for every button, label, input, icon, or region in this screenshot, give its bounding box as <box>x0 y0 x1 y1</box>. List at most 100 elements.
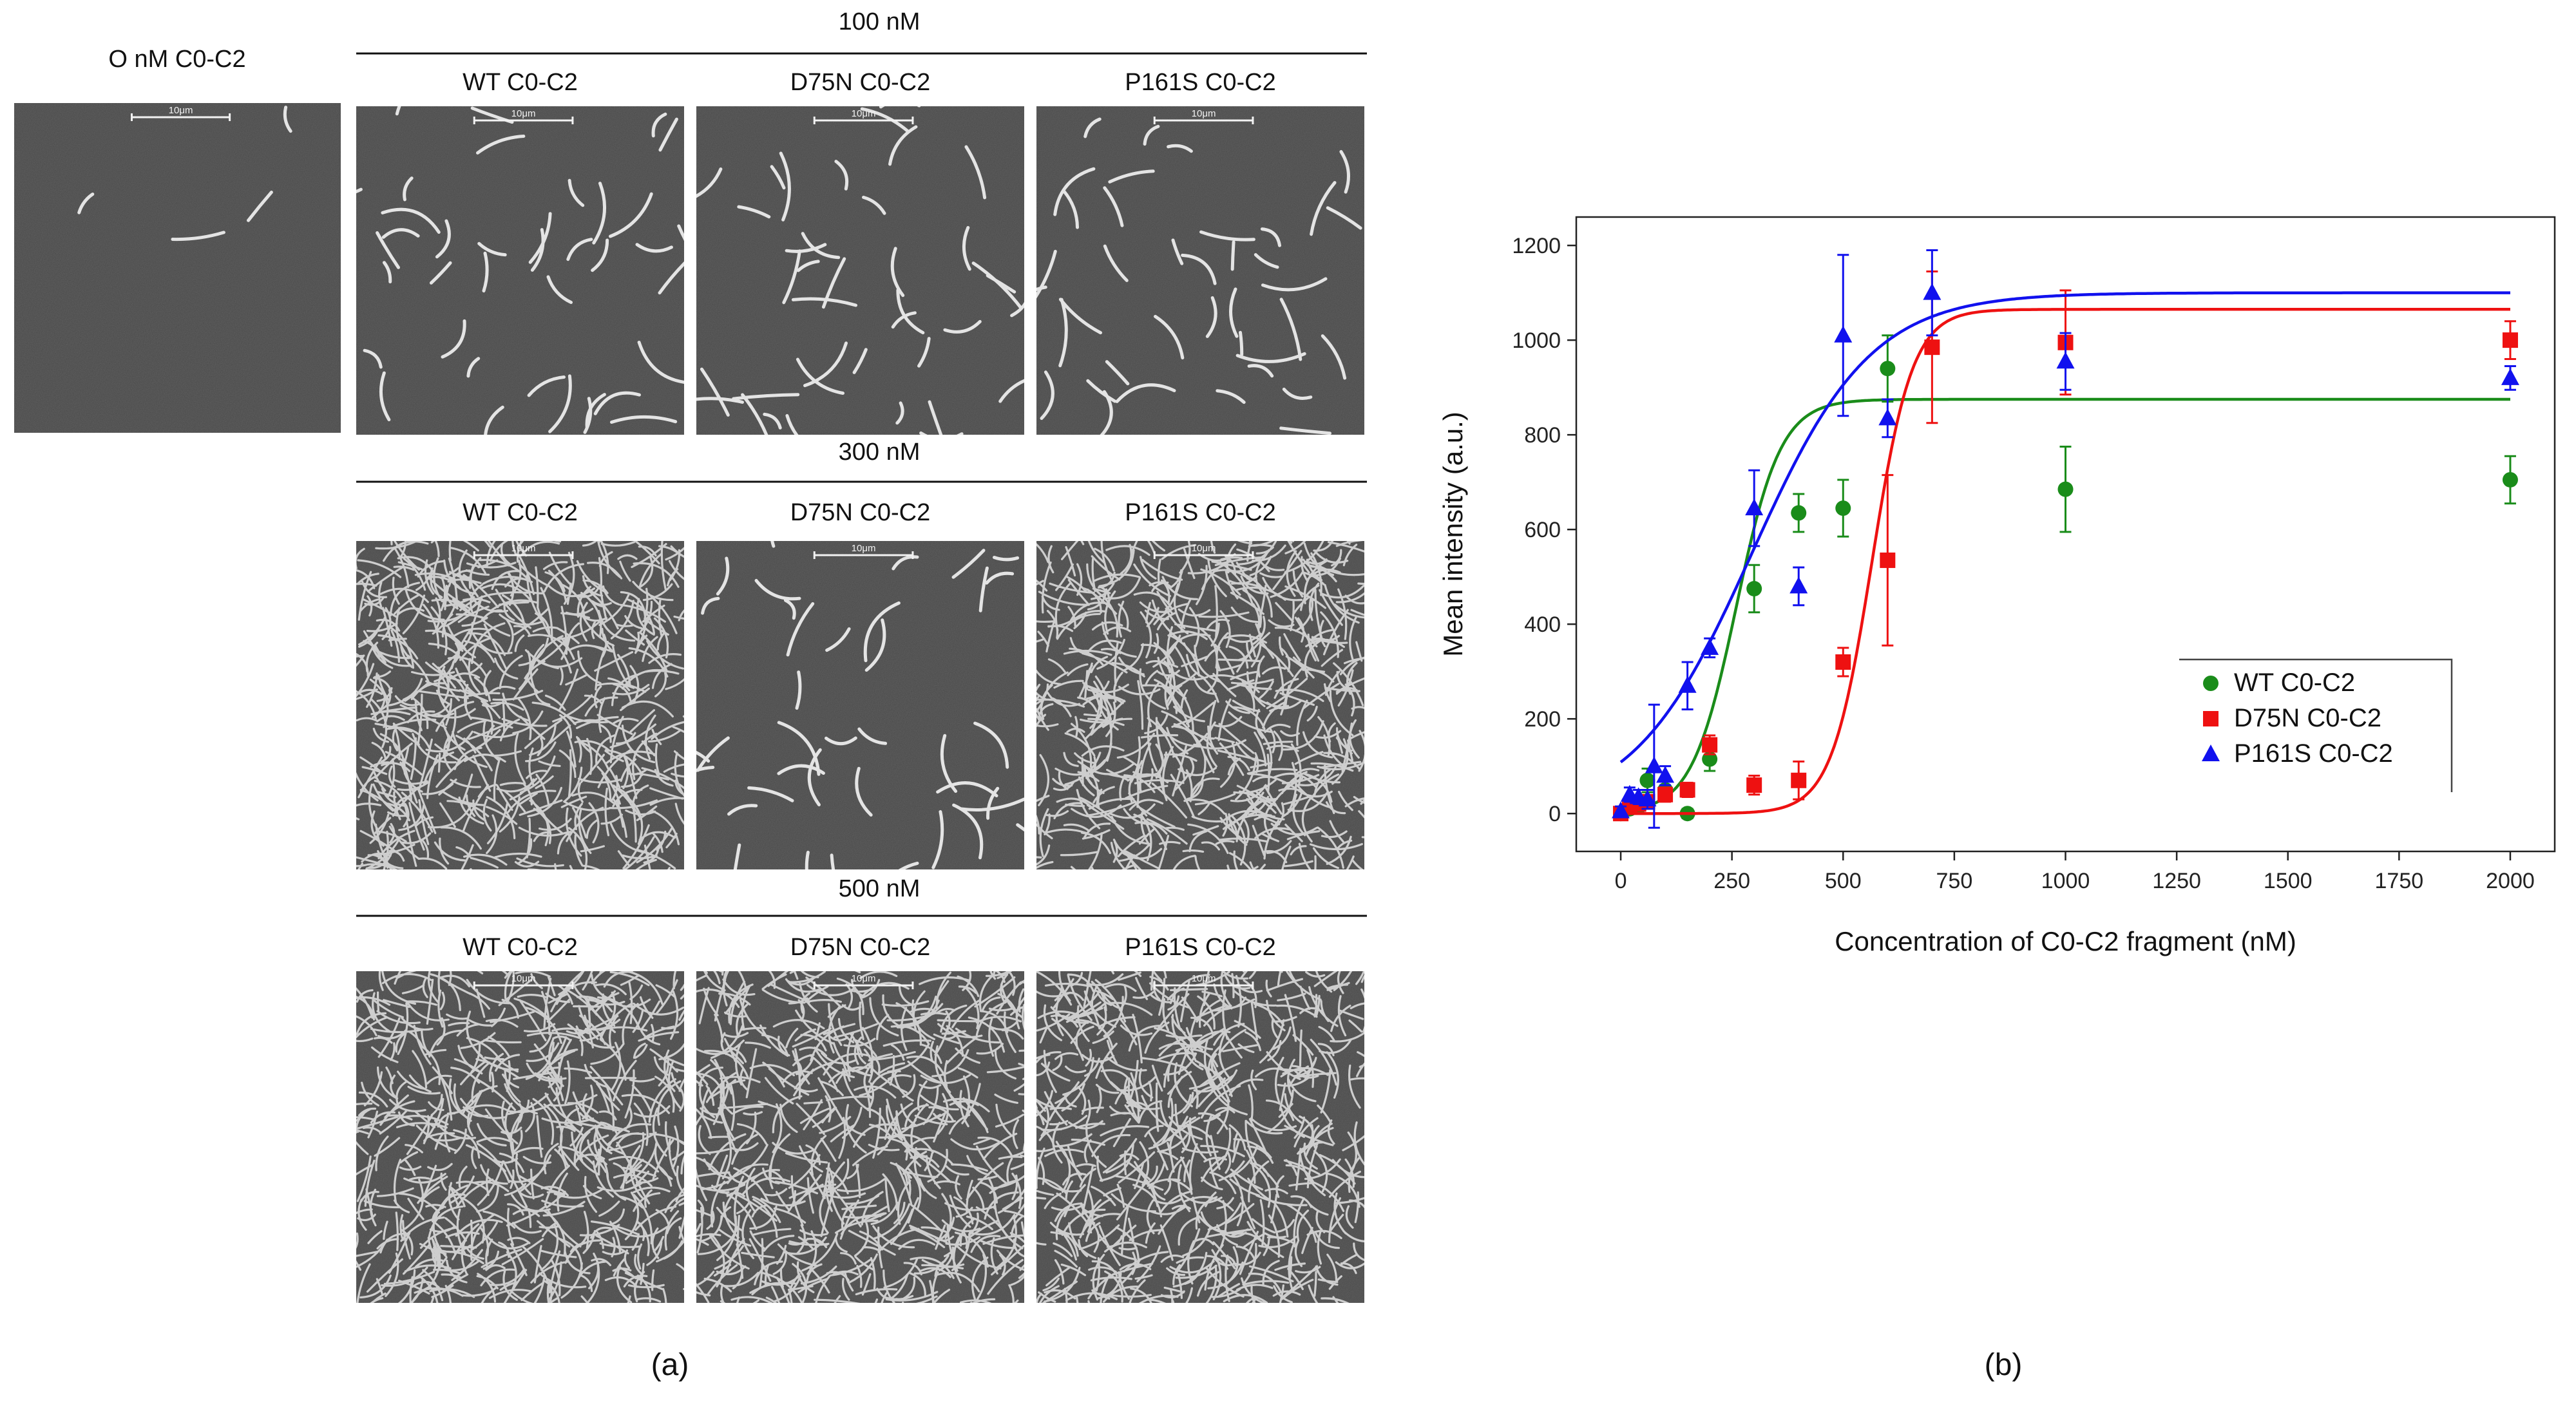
y-axis-label: Mean intensity (a.u.) <box>1438 412 1468 657</box>
data-point <box>2056 352 2075 369</box>
data-point <box>1791 505 1807 521</box>
micrograph-2-2: 10μm <box>696 541 1024 869</box>
data-point <box>1678 676 1697 693</box>
micrograph-1-3: 10μm <box>1036 106 1364 435</box>
scale-bar: 10μm <box>813 543 914 559</box>
scale-bar-label: 10μm <box>852 973 876 984</box>
scale-bar: 10μm <box>473 108 574 124</box>
scale-bar: 10μm <box>1153 543 1254 559</box>
micrograph-2-3: 10μm <box>1036 541 1364 869</box>
micrograph-label: D75N C0-C2 <box>790 69 931 96</box>
data-point <box>2057 481 2074 497</box>
data-point <box>1923 283 1942 300</box>
scale-bar-label: 10μm <box>511 108 536 119</box>
data-point <box>1878 408 1897 426</box>
data-point <box>1834 325 1853 343</box>
panel-a-caption: (a) <box>651 1348 689 1382</box>
filaments <box>696 106 1024 435</box>
data-point <box>1791 772 1807 788</box>
x-tick-label: 1250 <box>2152 869 2201 893</box>
scale-bar-label: 10μm <box>511 543 536 554</box>
scale-bar: 10μm <box>1153 108 1254 124</box>
y-tick-label: 600 <box>1524 518 1561 542</box>
data-point <box>1679 782 1695 798</box>
micrograph-1-2: 10μm <box>696 106 1024 435</box>
data-point <box>1612 801 1630 819</box>
legend-marker <box>2203 676 2218 691</box>
micrograph-control: 10μm <box>14 103 341 433</box>
legend: WT C0-C2 D75N C0-C2 P161S C0-C2 <box>2179 658 2453 792</box>
y-tick-label: 200 <box>1524 707 1561 732</box>
x-axis-label: Concentration of C0-C2 fragment (nM) <box>1835 926 2296 956</box>
micrograph-3-3: 10μm <box>1036 971 1364 1303</box>
scale-bar: 10μm <box>473 543 574 559</box>
micrograph-label: P161S C0-C2 <box>1125 69 1275 96</box>
data-point <box>2501 368 2519 385</box>
micrograph-label: P161S C0-C2 <box>1125 934 1275 961</box>
x-axis: 0 250 500 750 1000 1250 1500 1750 2000 <box>1615 851 2535 893</box>
micrograph-label: WT C0-C2 <box>463 69 578 96</box>
x-tick-label: 500 <box>1825 869 1862 893</box>
x-tick-label: 250 <box>1713 869 1750 893</box>
scale-bar: 10μm <box>473 973 574 989</box>
legend-frame <box>2179 658 2453 792</box>
data-point <box>1639 772 1655 788</box>
data-point <box>1835 654 1851 670</box>
micrograph-label: D75N C0-C2 <box>790 934 931 961</box>
legend-label: P161S C0-C2 <box>2234 739 2393 768</box>
filaments <box>356 541 684 869</box>
data-point <box>2502 332 2518 348</box>
legend-marker <box>2203 711 2218 726</box>
legend-label: WT C0-C2 <box>2234 669 2355 697</box>
micrograph-2-1: 10μm <box>356 541 684 869</box>
filaments <box>77 106 292 242</box>
scale-bar-label: 10μm <box>1192 543 1216 554</box>
micrograph-1-1: 10μm <box>356 106 684 435</box>
group-title: 300 nM <box>839 439 921 466</box>
micrograph-label: WT C0-C2 <box>463 934 578 961</box>
x-tick-label: 750 <box>1936 869 1973 893</box>
x-tick-label: 1500 <box>2264 869 2313 893</box>
panel-b-caption: (b) <box>1985 1348 2023 1382</box>
filaments <box>356 971 684 1303</box>
data-point <box>1638 790 1657 807</box>
x-tick-label: 1000 <box>2041 869 2090 893</box>
group-title: 100 nM <box>839 8 921 35</box>
y-tick-label: 800 <box>1524 423 1561 448</box>
fit-curve <box>1620 397 2510 813</box>
data-point <box>1835 500 1851 517</box>
scale-bar-label: 10μm <box>1192 108 1216 119</box>
scale-bar: 10μm <box>813 973 914 989</box>
data-point <box>1746 777 1762 793</box>
y-tick-label: 400 <box>1524 612 1561 637</box>
micrograph-3-2: 10μm <box>696 971 1024 1303</box>
scale-bar-label: 10μm <box>511 973 536 984</box>
data-point <box>1880 361 1896 377</box>
micrograph-3-1: 10μm <box>356 971 684 1303</box>
concentration-group-3: 500 nM WT C0-C2 D75N C0-C2 P161S C0-C2 <box>356 875 1367 961</box>
data-point <box>1880 552 1896 568</box>
scale-bar-label: 10μm <box>852 108 876 119</box>
y-tick-label: 1200 <box>1512 234 1561 258</box>
panel-a-micrographs: O nM C0-C2 10μm 100 nM WT C0-C2 D75N C0-C2 P1… <box>14 8 1367 1303</box>
data-point <box>1657 786 1674 802</box>
data-point <box>1789 576 1808 594</box>
data-point <box>1701 638 1719 655</box>
scale-bar: 10μm <box>131 105 231 121</box>
data-point <box>1645 756 1663 773</box>
x-tick-label: 2000 <box>2486 869 2535 893</box>
fit-curve <box>1619 291 2510 764</box>
filaments <box>1036 117 1362 435</box>
scale-bar: 10μm <box>813 108 914 124</box>
micrograph-label: P161S C0-C2 <box>1125 499 1275 526</box>
scale-bar-label: 10μm <box>1192 973 1216 984</box>
data-point <box>2502 471 2518 488</box>
control-label: O nM C0-C2 <box>108 46 245 73</box>
group-title: 500 nM <box>839 875 921 902</box>
series-3 <box>1612 249 2519 829</box>
filaments <box>696 541 1024 869</box>
concentration-group-1: 100 nM WT C0-C2 D75N C0-C2 P161S C0-C2 <box>356 8 1367 96</box>
micrograph-label: WT C0-C2 <box>463 499 578 526</box>
filaments <box>696 971 1024 1303</box>
